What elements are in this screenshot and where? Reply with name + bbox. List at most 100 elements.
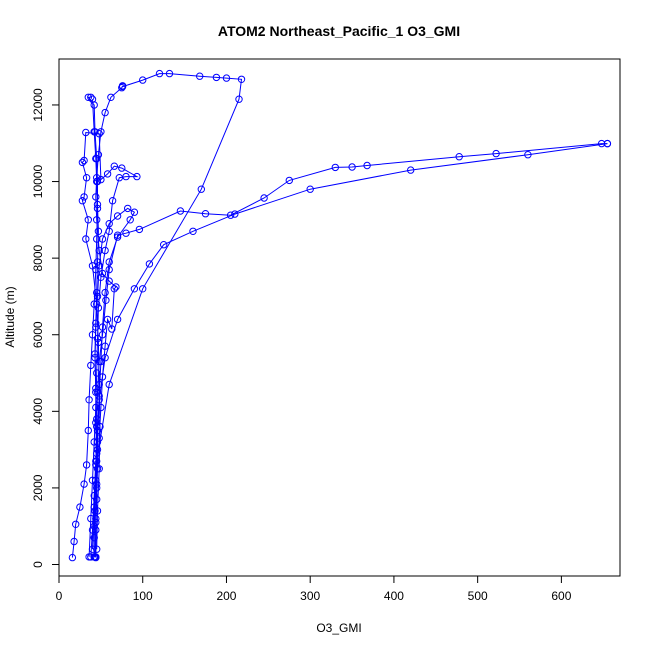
data-point [95,246,103,255]
data-point [76,503,84,511]
data-point [285,176,293,185]
data-point [93,200,102,209]
data-point [93,426,102,435]
data-point [78,197,87,205]
x-tick-label: 200 [216,589,236,603]
data-point [105,220,113,228]
data-point [84,426,93,435]
x-tick-label: 500 [468,589,488,603]
data-point [101,246,109,255]
data-point [102,296,110,304]
data-point [84,93,93,102]
data-point [85,396,93,404]
data-point [84,216,93,224]
y-axis-label: Altitude (m) [3,286,17,347]
x-axis: 0 100 200 300 400 500 600 [56,575,572,603]
data-point [82,461,91,469]
data-point [113,315,122,324]
data-point [92,461,100,469]
chart-title: ATOM2 Northeast_Pacific_1 O3_GMI [218,23,460,39]
x-tick-label: 300 [300,589,320,603]
data-point [93,235,101,243]
data-point [70,537,78,546]
data-point [196,72,204,80]
data-point [93,449,101,458]
data-point [98,235,107,243]
data-point [107,93,115,102]
data-point [130,208,139,216]
data-point [92,388,100,396]
data-point [80,156,88,165]
data-point [80,193,88,201]
data-point [95,130,103,138]
data-point [72,520,80,528]
data-point [201,210,210,218]
data-point [139,76,147,84]
data-point [94,151,103,159]
data-point [139,285,147,293]
data-point [92,553,100,562]
data-point [93,334,102,343]
data-point [348,163,356,171]
data-point [306,185,314,193]
data-point [97,128,105,136]
data-point [363,161,371,170]
data-point [155,69,164,78]
data-point [97,273,105,281]
data-point [108,197,117,205]
data-point [160,241,168,249]
data-point [226,211,235,219]
y-tick-label: 6000 [31,321,45,348]
data-point [237,75,246,84]
data-point [82,174,91,182]
data-point [93,174,101,182]
data-point [235,95,243,103]
data-point [331,163,339,172]
series-line [92,207,136,558]
data-point [130,285,139,293]
series-line [71,96,98,558]
data-point [108,325,116,333]
data-point [112,283,120,291]
x-tick-label: 0 [56,589,63,603]
data-point [197,185,206,193]
y-tick-label: 8000 [31,244,45,271]
data-point [93,484,101,492]
data-point [95,262,103,270]
data-point [165,69,174,78]
data-point [94,304,103,312]
data-point [231,210,239,218]
data-point [68,553,77,562]
data-point [118,82,127,91]
x-tick-label: 100 [133,589,153,603]
y-tick-label: 10000 [31,165,45,199]
data-point [92,323,100,331]
data-point [135,225,144,234]
data-point [93,545,101,553]
data-point [126,216,134,224]
data-point [90,503,98,511]
data-point [82,235,90,243]
data-point [118,164,126,172]
data-point [124,204,132,213]
data-point [222,74,231,82]
data-point [97,403,105,412]
data-point [133,172,141,181]
data-point [92,419,100,427]
series-line [90,143,608,557]
data-point [101,354,109,362]
data-point [88,95,97,103]
data-point [455,153,463,161]
plot-frame [58,58,621,577]
data-point [110,162,119,170]
data-point [82,128,90,137]
plot-series [68,69,612,562]
data-point [105,380,113,389]
data-point [110,285,119,293]
data-point [113,212,122,220]
data-point [91,354,99,362]
data-point [92,514,100,523]
data-point [113,233,122,241]
y-tick-label: 2000 [31,474,45,501]
